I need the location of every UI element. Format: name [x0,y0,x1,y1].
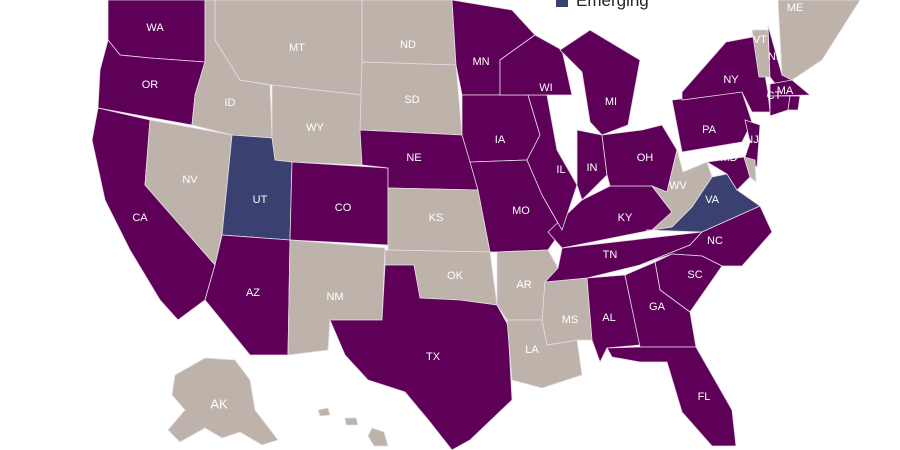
state-shape[interactable] [787,95,801,111]
state-label: NC [707,235,723,247]
state-shape[interactable] [461,94,541,163]
state-vt[interactable]: VT [751,29,771,78]
state-ks[interactable]: KS [387,187,491,253]
legend-label-emerging: Emerging [576,0,649,10]
state-label: CT [767,90,782,102]
state-label: MT [289,42,305,54]
state-nm[interactable]: NM [287,239,386,356]
state-label: VA [705,194,720,206]
state-co[interactable]: CO [289,161,389,246]
state-label: AL [602,312,615,324]
state-label: KY [618,212,633,224]
state-shape[interactable] [606,346,737,447]
state-va[interactable]: VA [645,173,761,233]
state-label: ME [787,2,804,14]
state-label: MD [720,152,737,164]
state-de[interactable] [743,156,757,183]
state-label: TN [603,249,618,261]
state-shape[interactable] [743,156,757,183]
state-label: IL [556,164,565,176]
state-shape[interactable] [541,277,593,346]
state-label: MS [562,314,579,326]
state-label: CO [335,202,352,214]
state-pa[interactable]: PA [671,91,753,153]
state-label: AK [210,396,228,411]
state-me[interactable]: ME [777,0,861,81]
state-label: FL [698,391,711,403]
legend-swatch-emerging [556,0,568,7]
state-label: MO [512,205,530,217]
state-shape[interactable] [329,264,513,450]
state-shape[interactable] [317,407,331,417]
state-label: OK [447,270,464,282]
state-label: CA [132,212,148,224]
state-ak[interactable]: AK [167,357,279,446]
state-label: NH [768,51,784,63]
state-in[interactable]: IN [576,129,608,201]
state-shape[interactable] [499,34,573,96]
state-ia[interactable]: IA [461,94,541,163]
state-label: ID [225,97,236,109]
state-label: VT [753,34,767,46]
state-shape[interactable] [367,427,389,447]
state-oh[interactable]: OH [601,124,678,193]
state-nd[interactable]: ND [361,0,457,66]
state-shape[interactable] [671,91,753,153]
state-az[interactable]: AZ [204,234,291,356]
state-shape[interactable] [344,417,359,426]
state-ma[interactable]: MA [769,79,812,97]
state-tx[interactable]: TX [329,264,513,450]
state-label: NE [406,152,421,164]
state-label: WV [669,180,687,192]
state-label: PA [702,124,717,136]
state-shape[interactable] [769,79,812,97]
state-hi[interactable] [317,407,389,447]
state-label: NJ [745,134,758,146]
state-label: SC [687,269,702,281]
state-md[interactable]: MD [705,152,751,191]
state-shape[interactable] [705,156,751,191]
state-label: MA [777,85,794,97]
state-label: SD [404,94,419,106]
state-label: KS [429,212,444,224]
legend: Emerging [556,0,649,11]
state-mi[interactable]: MI [559,29,641,136]
state-shape[interactable] [361,0,457,66]
state-label: UT [253,194,268,206]
state-shape[interactable] [777,0,861,81]
state-label: WA [146,22,164,34]
state-shape[interactable] [559,29,641,136]
state-sd[interactable]: SD [359,61,463,136]
state-label: AZ [246,287,260,299]
state-shape[interactable] [167,357,279,446]
state-label: IA [495,134,506,146]
state-il[interactable]: IL [526,94,578,231]
state-label: ND [400,39,416,51]
state-label: NY [723,74,739,86]
state-label: AR [516,279,531,291]
state-label: WY [306,122,324,134]
state-label: MI [605,96,617,108]
state-ny[interactable]: NY [681,35,771,113]
state-fl[interactable]: FL [606,346,737,447]
state-wi[interactable]: WI [499,34,573,96]
state-ms[interactable]: MS [541,277,593,346]
state-ri[interactable] [787,95,801,111]
state-label: MN [472,56,489,68]
state-label: NV [182,174,198,186]
state-wy[interactable]: WY [271,84,363,166]
state-label: LA [525,344,539,356]
state-label: NM [326,291,343,303]
state-label: OH [637,152,654,164]
state-label: WI [539,82,552,94]
state-label: TX [426,351,441,363]
state-shape[interactable] [576,129,608,201]
state-label: OR [142,79,159,91]
state-nv[interactable]: NV [144,119,233,266]
state-label: IN [587,162,598,174]
state-wa[interactable]: WA [107,0,206,63]
state-label: GA [649,301,666,313]
state-shape[interactable] [526,94,578,231]
